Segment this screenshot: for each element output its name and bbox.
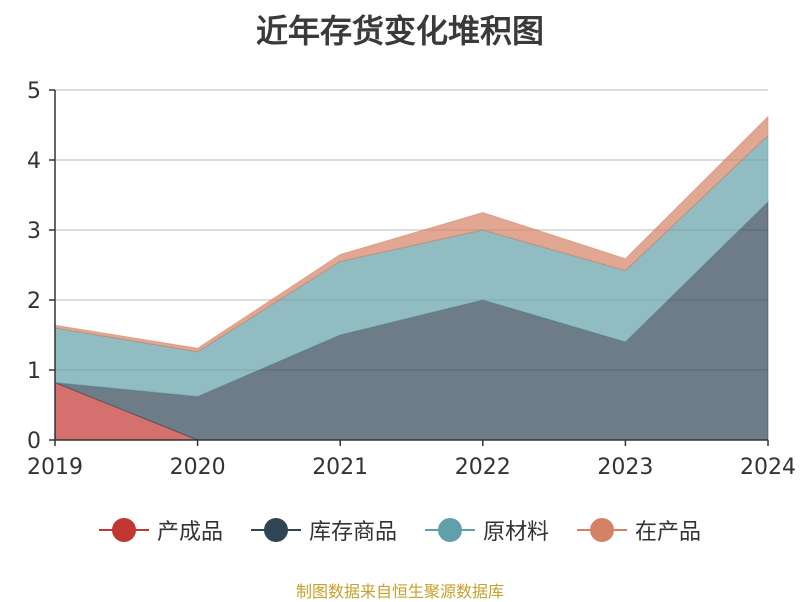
area-series [54, 115, 769, 441]
legend-item[interactable]: 产成品 [98, 514, 223, 546]
y-tick-label: 4 [27, 149, 41, 174]
x-tick-label: 2019 [27, 455, 83, 480]
legend-label: 原材料 [483, 520, 550, 545]
x-tick-label: 2020 [170, 455, 226, 480]
legend-label: 库存商品 [308, 520, 397, 545]
y-tick-label: 5 [27, 79, 41, 104]
legend-swatch-icon [577, 517, 628, 543]
legend-swatch-icon [98, 517, 149, 543]
legend-swatch-icon [425, 517, 475, 543]
y-tick-label: 2 [27, 289, 41, 314]
source-note: 制图数据来自恒生聚源数据库 [295, 582, 504, 601]
y-tick-label: 3 [27, 219, 41, 244]
axes: 0 1 2 3 4 5 2019 2020 2021 2022 2023 2024 [27, 79, 796, 480]
y-tick-label: 0 [27, 429, 41, 454]
legend: 产成品 库存商品 原材料 在产品 [0, 514, 800, 546]
legend-item[interactable]: 在产品 [577, 514, 701, 546]
area-series-在产品 [54, 115, 769, 353]
chart-title: 近年存货变化堆积图 [255, 12, 544, 50]
x-tick-label: 2023 [597, 455, 653, 480]
x-tick-label: 2022 [455, 455, 511, 480]
legend-label: 产成品 [156, 520, 223, 545]
legend-label: 在产品 [635, 520, 702, 545]
legend-swatch-icon [250, 517, 301, 543]
y-tick-label: 1 [27, 359, 41, 384]
legend-item[interactable]: 库存商品 [250, 514, 397, 546]
legend-item[interactable]: 原材料 [425, 514, 549, 546]
x-tick-label: 2021 [312, 455, 368, 480]
x-tick-label: 2024 [740, 455, 796, 480]
